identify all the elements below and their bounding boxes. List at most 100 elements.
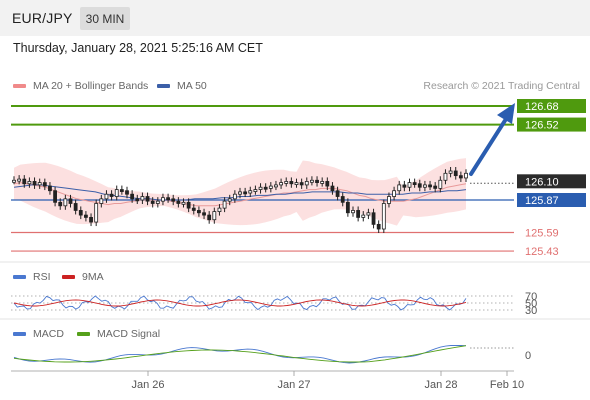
symbol-title: EUR/JPY bbox=[12, 10, 73, 26]
candle-body bbox=[207, 214, 212, 221]
level-value-resistance: 126.68 bbox=[525, 101, 559, 113]
candle-body bbox=[186, 201, 191, 209]
candle-body bbox=[217, 207, 222, 213]
candle-body bbox=[253, 189, 258, 192]
candle-body bbox=[17, 178, 22, 182]
level-labels: 126.68 126.52 126.10 125.87 125.59 125.43 bbox=[517, 99, 586, 258]
timeframe-button[interactable]: 30 MIN bbox=[80, 7, 130, 30]
legend-ma20-label: MA 20 + Bollinger Bands bbox=[33, 80, 149, 92]
candle-body bbox=[299, 182, 304, 186]
ma50-swatch bbox=[157, 84, 170, 88]
candle-body bbox=[212, 211, 217, 221]
candle-body bbox=[304, 181, 309, 186]
candle-body bbox=[315, 179, 319, 183]
legend-rsi-label: RSI bbox=[33, 271, 51, 283]
candle-body bbox=[248, 190, 253, 194]
legend-rsi-ma-label: 9MA bbox=[82, 271, 104, 283]
candle-body bbox=[366, 212, 371, 216]
candle-body bbox=[402, 184, 407, 188]
rsi-level-label: 50 bbox=[525, 298, 537, 310]
candle-body bbox=[181, 201, 186, 205]
time-axis: Jan 26 Jan 27 Jan 28 Feb 10 bbox=[0, 261, 590, 391]
candle-body bbox=[12, 179, 16, 183]
candle-body bbox=[356, 210, 361, 218]
level-value-pivot: 125.87 bbox=[525, 195, 559, 207]
macd-signal-swatch bbox=[77, 332, 90, 336]
candle-body bbox=[448, 170, 453, 174]
candle-body bbox=[397, 184, 402, 192]
candle-body bbox=[412, 182, 417, 185]
level-lines bbox=[11, 105, 514, 252]
candle-body bbox=[243, 191, 248, 195]
candle-body bbox=[150, 200, 155, 204]
candle-body bbox=[464, 172, 468, 179]
candle-body bbox=[48, 185, 52, 192]
level-value-support: 125.59 bbox=[525, 227, 559, 239]
candle-body bbox=[258, 186, 263, 190]
candle-body bbox=[99, 198, 104, 204]
candle-body bbox=[109, 193, 114, 197]
macd-swatch bbox=[13, 332, 26, 336]
candle-body bbox=[330, 185, 335, 192]
candle-body bbox=[310, 179, 314, 183]
level-tag-resistance bbox=[517, 99, 586, 113]
rsi-ma-line bbox=[13, 299, 467, 307]
legend-macd-signal-label: MACD Signal bbox=[97, 328, 161, 340]
candle-body bbox=[423, 184, 427, 188]
candle-body bbox=[371, 212, 376, 225]
candle-body bbox=[417, 183, 422, 188]
candle-body bbox=[238, 191, 242, 195]
candle-body bbox=[320, 181, 325, 184]
level-value-current: 126.10 bbox=[525, 176, 559, 188]
rsi-level-label: 70 bbox=[525, 291, 537, 303]
candle-body bbox=[232, 193, 237, 200]
forecast-arrow bbox=[469, 103, 515, 176]
candle-body bbox=[443, 172, 448, 181]
level-tag-current bbox=[517, 174, 586, 189]
forecast-arrow-head bbox=[497, 103, 515, 124]
candlesticks bbox=[12, 166, 468, 234]
macd-panel: 0 bbox=[13, 344, 531, 364]
level-tag-resistance bbox=[517, 117, 586, 132]
candle-body bbox=[222, 200, 227, 209]
level-value-resistance: 126.52 bbox=[525, 120, 559, 132]
candle-body bbox=[325, 181, 330, 187]
rsi-level-label: 30 bbox=[525, 305, 537, 317]
candle-body bbox=[130, 193, 135, 200]
credit-label: Research © 2021 Trading Central bbox=[423, 80, 580, 92]
candle-body bbox=[202, 212, 206, 216]
rsi-ma-swatch bbox=[62, 275, 75, 279]
candle-body bbox=[58, 201, 63, 207]
legend-macd-signal: MACD Signal bbox=[77, 328, 160, 340]
candle-body bbox=[84, 214, 88, 218]
candle-body bbox=[125, 190, 129, 195]
candle-body bbox=[376, 223, 381, 230]
candle-body bbox=[433, 185, 438, 189]
x-axis-tick-label: Feb 10 bbox=[490, 379, 524, 391]
candle-body bbox=[89, 217, 93, 223]
legend-ma20: MA 20 + Bollinger Bands bbox=[13, 80, 148, 92]
candle-body bbox=[32, 181, 37, 186]
candle-body bbox=[227, 198, 232, 202]
candle-body bbox=[171, 198, 176, 202]
candle-body bbox=[27, 181, 32, 185]
candle-body bbox=[335, 190, 340, 197]
macd-signal-line bbox=[13, 345, 467, 363]
level-value-support: 125.43 bbox=[525, 246, 559, 258]
ma20-swatch bbox=[13, 84, 26, 88]
candle-body bbox=[145, 196, 150, 202]
candle-body bbox=[453, 170, 458, 177]
candle-body bbox=[345, 201, 350, 214]
legend-ma50-label: MA 50 bbox=[177, 80, 207, 92]
legend-ma50: MA 50 bbox=[157, 80, 207, 92]
candle-body bbox=[458, 175, 463, 179]
macd-line bbox=[13, 344, 467, 364]
candle-body bbox=[428, 184, 432, 188]
candle-body bbox=[361, 214, 366, 218]
candle-body bbox=[381, 203, 386, 230]
x-axis-tick-label: Jan 28 bbox=[424, 379, 457, 391]
candle-body bbox=[78, 210, 83, 216]
candle-body bbox=[155, 200, 160, 204]
